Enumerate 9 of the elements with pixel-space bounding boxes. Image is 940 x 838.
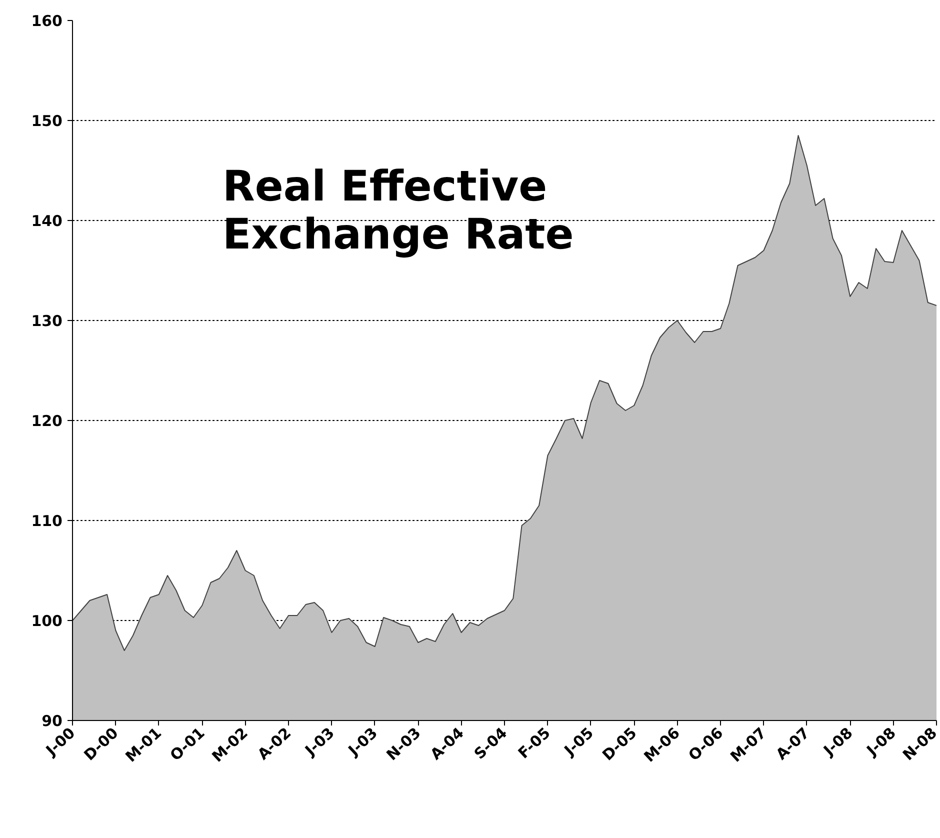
y-tick-label: 140 (31, 212, 62, 230)
text: Real Effective Exchange Rate (222, 162, 574, 258)
y-tick-label: 150 (31, 112, 62, 130)
y-tick-label: 90 (42, 712, 62, 730)
y-tick-label: 100 (31, 612, 62, 630)
y-tick-label: 130 (31, 312, 62, 330)
y-tick-label: 110 (31, 512, 62, 530)
y-tick-label: 160 (31, 12, 62, 30)
y-tick-label: 120 (31, 412, 62, 430)
